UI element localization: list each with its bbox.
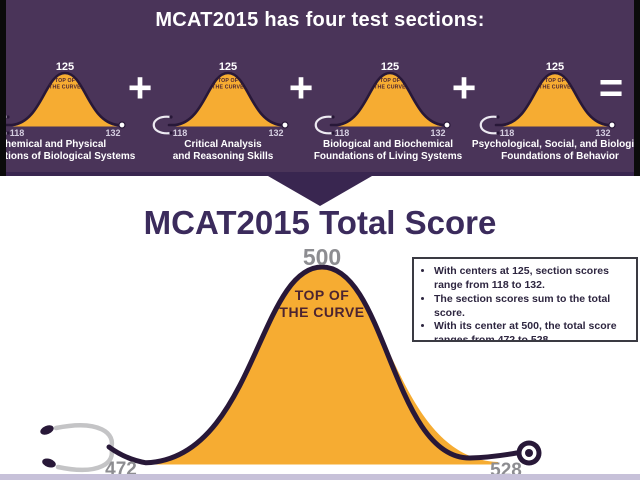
top-of-curve-label: THE CURVE bbox=[539, 85, 571, 91]
earpiece-tip-icon bbox=[6, 115, 10, 119]
stethoscope-earpiece-icon bbox=[314, 115, 335, 135]
curve-peak-score: 125 bbox=[546, 61, 564, 73]
note-item: With centers at 125, section scores rang… bbox=[434, 265, 633, 293]
bell-curve-line bbox=[494, 71, 612, 127]
top-of-curve-line: THE CURVE bbox=[279, 303, 365, 320]
top-of-curve-label: TOP OF bbox=[218, 78, 238, 84]
section-label-line: Foundations of Living Systems bbox=[313, 151, 463, 163]
curve-max-score: 132 bbox=[105, 128, 120, 138]
plus-operator: + bbox=[288, 64, 314, 111]
bell-curve-fill bbox=[12, 73, 118, 127]
curve-peak-score: 125 bbox=[219, 61, 237, 73]
equals-operator: = bbox=[598, 64, 624, 111]
section-label-cars: Critical Analysis and Reasoning Skills bbox=[123, 139, 323, 163]
section-label-line: Foundations of Biological Systems bbox=[0, 151, 136, 163]
plus-operator: + bbox=[451, 64, 477, 111]
section-label-line: Biological and Biochemical bbox=[322, 139, 454, 150]
chest-piece-center bbox=[525, 449, 533, 457]
bell-curve-line bbox=[167, 71, 285, 127]
total-score-title: MCAT2015 Total Score bbox=[143, 204, 497, 241]
curve-min-score: 118 bbox=[10, 128, 25, 138]
section-curve-graphic-4: 125 TOP OF THE CURVE 118 132 bbox=[479, 61, 616, 138]
curve-min-score: 118 bbox=[173, 128, 188, 138]
earpiece-tip-icon bbox=[496, 131, 500, 135]
section-label-line: Critical Analysis bbox=[184, 139, 262, 150]
note-item: The section scores sum to the total scor… bbox=[434, 293, 633, 321]
curve-max-score: 132 bbox=[430, 128, 445, 138]
earpiece-tip-icon bbox=[40, 425, 54, 435]
total-curve-graphic bbox=[40, 264, 542, 473]
notes-box: With centers at 125, section scores rang… bbox=[412, 257, 638, 342]
section-label-line: and Reasoning Skills bbox=[172, 151, 274, 163]
bell-curve-fill bbox=[175, 73, 281, 127]
curve-peak-score: 125 bbox=[56, 61, 74, 73]
bell-curve-line bbox=[329, 71, 447, 127]
curve-min-score: 118 bbox=[335, 128, 350, 138]
top-of-curve-label: THE CURVE bbox=[374, 85, 406, 91]
header-title: MCAT2015 has four test sections: bbox=[155, 9, 485, 31]
curve-end-dot bbox=[118, 121, 126, 129]
top-of-curve-label: TOP OF bbox=[545, 78, 565, 84]
earpiece-tip-icon bbox=[331, 115, 335, 119]
footer-strip bbox=[0, 474, 640, 480]
section-label-chem-phys: Chemical and Physical Foundations of Bio… bbox=[0, 139, 152, 163]
earpiece-tip-icon bbox=[169, 115, 173, 119]
curve-end-dot bbox=[443, 121, 451, 129]
bell-curve-line bbox=[106, 264, 519, 466]
total-peak-score: 500 bbox=[302, 244, 342, 270]
section-label-psych-soc: Psychological, Social, and Biological Fo… bbox=[460, 139, 640, 163]
banner-notch bbox=[268, 176, 372, 206]
top-of-curve-label: TOP OF bbox=[380, 78, 400, 84]
notes-list: With centers at 125, section scores rang… bbox=[420, 265, 633, 340]
stethoscope-earpiece-icon bbox=[479, 115, 500, 135]
top-of-curve-label: TOP OF bbox=[55, 78, 75, 84]
curve-max-score: 132 bbox=[595, 128, 610, 138]
section-label-line: Psychological, Social, and Biological bbox=[471, 139, 640, 150]
curve-max-score: 132 bbox=[268, 128, 283, 138]
bell-curve-line bbox=[4, 71, 122, 127]
top-of-curve-label: TOP OF THE CURVE bbox=[279, 287, 364, 321]
top-of-curve-label: THE CURVE bbox=[212, 85, 244, 91]
section-label-line: Chemical and Physical bbox=[0, 139, 107, 150]
stethoscope-tube-icon bbox=[53, 423, 115, 473]
letterbox-bar-left bbox=[0, 0, 6, 176]
top-of-curve-label: THE CURVE bbox=[49, 85, 81, 91]
letterbox-bar-right bbox=[634, 0, 640, 176]
note-item: With its center at 500, the total score … bbox=[434, 320, 633, 340]
banner bbox=[0, 0, 640, 176]
curve-peak-score: 125 bbox=[381, 61, 399, 73]
earpiece-tip-icon bbox=[42, 458, 56, 468]
earpiece-tip-icon bbox=[331, 131, 335, 135]
section-label-bio-biochem: Biological and Biochemical Foundations o… bbox=[288, 139, 488, 163]
section-label-line: Foundations of Behavior bbox=[501, 151, 619, 163]
section-curve-graphic-3: 125 TOP OF THE CURVE 118 132 bbox=[314, 61, 451, 138]
stethoscope-earpiece-icon bbox=[152, 115, 173, 135]
bell-curve-fill bbox=[337, 73, 443, 127]
earpiece-tip-icon bbox=[169, 131, 173, 135]
earpiece-tip-icon bbox=[6, 131, 10, 135]
earpiece-tip-icon bbox=[496, 115, 500, 119]
plus-operator: + bbox=[127, 64, 153, 111]
section-curve-graphic-1: 125 TOP OF THE CURVE 118 132 bbox=[0, 61, 126, 138]
curve-end-dot bbox=[281, 121, 289, 129]
curve-min-score: 118 bbox=[500, 128, 515, 138]
section-curve-graphic-2: 125 TOP OF THE CURVE 118 132 bbox=[152, 61, 289, 138]
top-of-curve-line: TOP OF bbox=[294, 287, 350, 303]
curve-end-dot bbox=[608, 121, 616, 129]
bell-curve-fill bbox=[142, 267, 498, 465]
bell-curve-fill bbox=[502, 73, 608, 127]
